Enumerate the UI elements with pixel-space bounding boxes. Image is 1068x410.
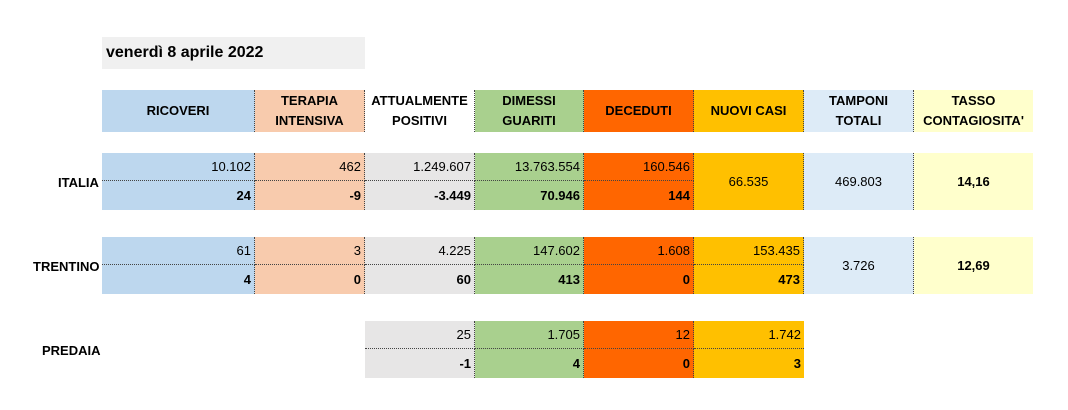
header-tasso-contagiosita: TASSO CONTAGIOSITA' [914,90,1033,132]
predaia-dimessi-var: 4 [475,349,584,378]
italia-deceduti-var: 144 [584,181,694,210]
row-label-predaia: PREDAIA [42,343,101,358]
header-dimessi-guariti: DIMESSI GUARITI [475,90,584,132]
header-terapia-intensiva: TERAPIA INTENSIVA [255,90,365,132]
trentino-deceduti: 1.608 [584,237,694,265]
predaia-attualmente-var: -1 [365,349,475,378]
italia-tasso: 14,16 [914,153,1033,210]
row-label-italia: ITALIA [58,175,99,190]
italia-nuovi-casi: 66.535 [694,153,804,210]
header-attualmente-positivi: ATTUALMENTE POSITIVI [365,90,475,132]
italia-ricoveri-var: 24 [102,181,255,210]
predaia-dimessi: 1.705 [475,321,584,349]
predaia-nuovi-casi: 1.742 [694,321,804,349]
trentino-tamponi: 3.726 [804,237,914,294]
trentino-ricoveri-var: 4 [102,265,255,294]
trentino-attualmente: 4.225 [365,237,475,265]
predaia-nuovi-casi-var: 3 [694,349,804,378]
report-date: venerdì 8 aprile 2022 [102,37,365,69]
italia-deceduti: 160.546 [584,153,694,181]
header-nuovi-casi: NUOVI CASI [694,90,804,132]
italia-attualmente: 1.249.607 [365,153,475,181]
header-tamponi-totali: TAMPONI TOTALI [804,90,914,132]
italia-attualmente-var: -3.449 [365,181,475,210]
italia-ricoveri: 10.102 [102,153,255,181]
trentino-ricoveri: 61 [102,237,255,265]
trentino-attualmente-var: 60 [365,265,475,294]
predaia-attualmente: 25 [365,321,475,349]
predaia-deceduti-var: 0 [584,349,694,378]
trentino-dimessi-var: 413 [475,265,584,294]
trentino-nuovi-casi-var: 473 [694,265,804,294]
trentino-deceduti-var: 0 [584,265,694,294]
italia-tamponi: 469.803 [804,153,914,210]
trentino-terapia: 3 [255,237,365,265]
header-ricoveri: RICOVERI [102,90,255,132]
trentino-terapia-var: 0 [255,265,365,294]
predaia-deceduti: 12 [584,321,694,349]
trentino-tasso: 12,69 [914,237,1033,294]
header-deceduti: DECEDUTI [584,90,694,132]
trentino-nuovi-casi: 153.435 [694,237,804,265]
italia-terapia: 462 [255,153,365,181]
row-label-trentino: TRENTINO [33,259,100,274]
italia-dimessi: 13.763.554 [475,153,584,181]
trentino-dimessi: 147.602 [475,237,584,265]
italia-dimessi-var: 70.946 [475,181,584,210]
italia-terapia-var: -9 [255,181,365,210]
